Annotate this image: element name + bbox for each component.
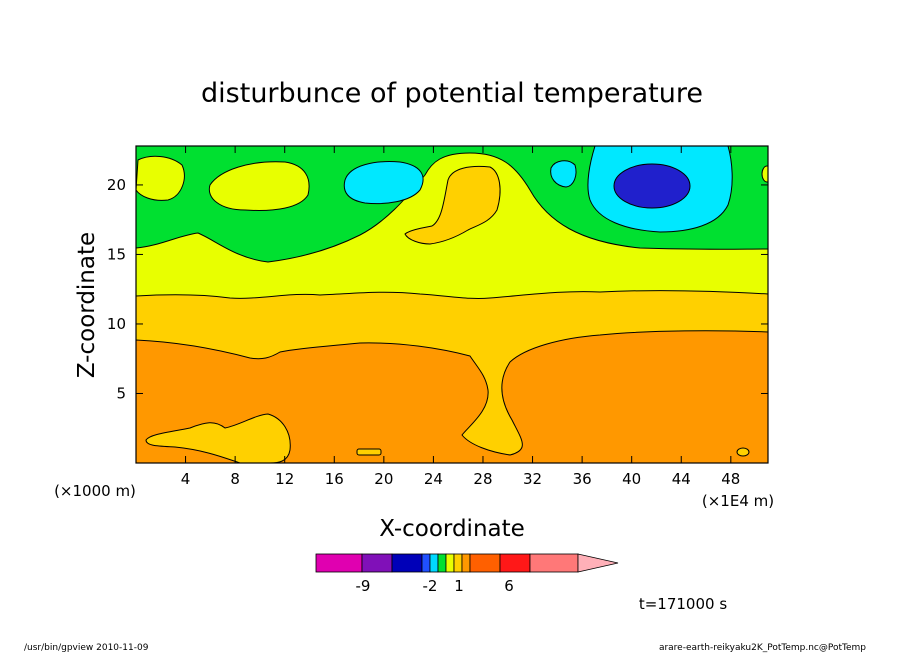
y-axis-ticks: 5 10 15 20 [107, 176, 768, 402]
colorbar-label: -2 [423, 577, 438, 595]
colorbar-cell [445, 553, 455, 573]
y-tick-label: 10 [107, 315, 126, 333]
x-tick-label: 44 [672, 470, 691, 488]
field-yellow-island-2 [208, 161, 310, 211]
colorbar-cell [469, 553, 501, 573]
footer-right: arare-earth-reikyaku2K_PotTemp.nc@PotTem… [659, 643, 866, 653]
field-gold-small [356, 448, 382, 456]
colorbar-cell [361, 553, 393, 573]
field-yellow-island-3 [761, 165, 768, 183]
colorbar-arrow [577, 553, 619, 573]
x-tick-label: 12 [275, 470, 294, 488]
y-tick-label: 20 [107, 176, 126, 194]
field-cyan-1 [343, 161, 424, 205]
colorbar-cell [421, 553, 431, 573]
colorbar-label: -9 [356, 577, 371, 595]
y-tick-label: 15 [107, 245, 126, 263]
x-tick-label: 24 [424, 470, 443, 488]
x-tick-label: 16 [325, 470, 344, 488]
x-tick-label: 8 [230, 470, 240, 488]
colorbar-label: 6 [504, 577, 514, 595]
plot-area [135, 145, 769, 464]
colorbar-cell [391, 553, 423, 573]
time-label: t=171000 s [639, 595, 727, 613]
colorbar-label: 1 [454, 577, 464, 595]
x-axis-label: X-coordinate [379, 516, 525, 542]
colorbar [315, 553, 619, 573]
x-axis-ticks: 4 8 12 16 20 24 28 32 36 40 44 48 [181, 146, 740, 488]
x-tick-label: 20 [374, 470, 393, 488]
colorbar-cell [453, 553, 463, 573]
y-tick-label: 5 [116, 384, 126, 402]
x-tick-label: 32 [523, 470, 542, 488]
field-yellow-island-1 [136, 155, 185, 201]
colorbar-cell [461, 553, 471, 573]
x-tick-label: 28 [473, 470, 492, 488]
colorbar-labels: -9 -2 1 6 [356, 577, 514, 595]
x-tick-label: 36 [573, 470, 592, 488]
colorbar-cell [429, 553, 439, 573]
field-orange [136, 330, 768, 463]
y-axis-label: Z-coordinate [74, 232, 100, 378]
field-gold-plume [404, 165, 501, 245]
chart-title: disturbunce of potential temperature [201, 78, 703, 109]
colorbar-cell [499, 553, 531, 573]
plot-frame [135, 145, 769, 464]
x-unit-right: (×1E4 m) [702, 492, 774, 510]
footer-left: /usr/bin/gpview 2010-11-09 [24, 643, 149, 653]
colorbar-cell [315, 553, 363, 573]
colorbar-cell [529, 553, 579, 573]
field-gold-small-2 [736, 447, 750, 457]
x-tick-label: 40 [622, 470, 641, 488]
x-unit-left: (×1000 m) [54, 482, 136, 500]
colorbar-cell [437, 553, 447, 573]
field-blue-min [613, 163, 691, 209]
x-tick-label: 48 [721, 470, 740, 488]
x-tick-label: 4 [181, 470, 191, 488]
field-cyan-2 [550, 160, 577, 188]
field-gold-patch-left [145, 413, 291, 463]
